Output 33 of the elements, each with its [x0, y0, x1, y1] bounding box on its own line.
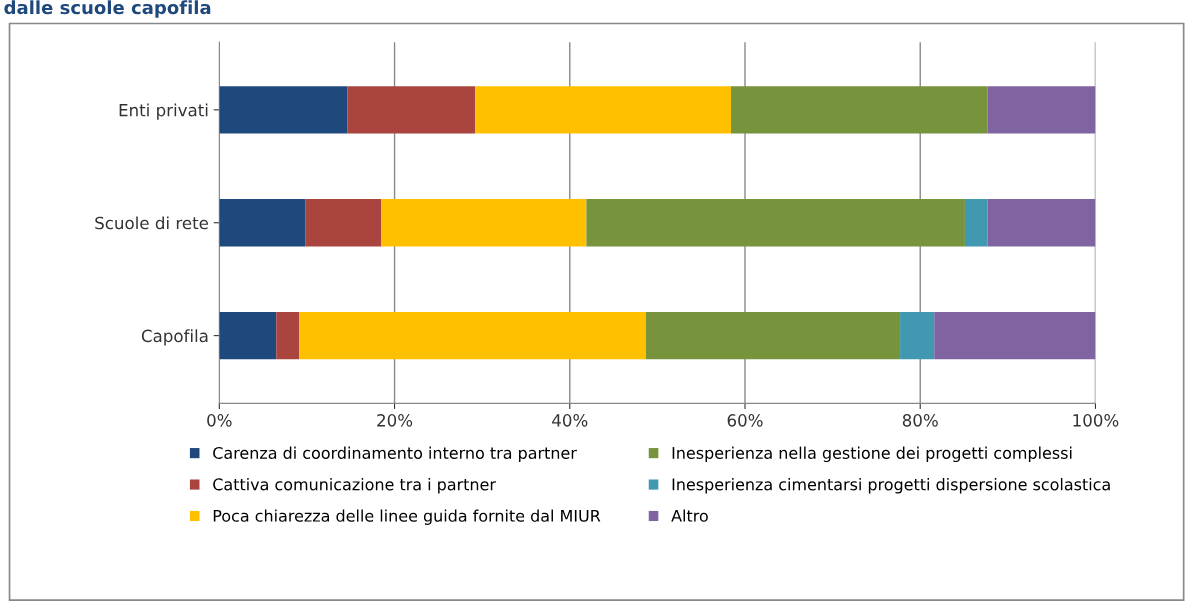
legend-label: Inesperienza nella gestione dei progetti complessi — [672, 446, 1072, 463]
bar — [219, 199, 306, 247]
y-tick-label: Capofila — [141, 329, 208, 346]
legend-label: Carenza di coordinamento interno tra partner — [213, 446, 577, 463]
x-tick-label: 60% — [727, 414, 763, 427]
bar — [900, 311, 935, 360]
x-tick-label: 0% — [207, 414, 232, 427]
x-tick-label: 20% — [377, 414, 413, 427]
bar — [299, 311, 646, 360]
bar — [586, 199, 965, 247]
legend-label: Inesperienza cimentarsi progetti dispersione scolastica — [672, 478, 1110, 494]
bar — [381, 199, 587, 247]
bar — [219, 311, 277, 360]
bar — [475, 86, 731, 134]
x-tick-label: 80% — [902, 414, 938, 427]
bar — [730, 86, 988, 134]
x-tick-label: 100% — [1073, 414, 1119, 427]
legend-label: Altro — [671, 509, 708, 522]
x-tick-label: 40% — [552, 414, 588, 427]
bar — [987, 86, 1096, 134]
legend-label: Cattiva comunicazione tra i partner — [213, 478, 496, 494]
bar — [305, 199, 382, 247]
bar — [219, 86, 348, 134]
chart-title: dalle scuole capofila — [4, 0, 211, 18]
legend-label: Poca chiarezza delle linee guida fornite dal MIUR — [213, 509, 601, 525]
bar — [646, 311, 901, 360]
bar — [987, 199, 1096, 247]
bar — [934, 311, 1096, 360]
bar — [347, 86, 476, 134]
y-tick-label: Enti privati — [119, 103, 208, 120]
y-tick-label: Scuole di rete — [95, 216, 209, 230]
bar — [276, 311, 300, 360]
bar — [964, 199, 988, 247]
